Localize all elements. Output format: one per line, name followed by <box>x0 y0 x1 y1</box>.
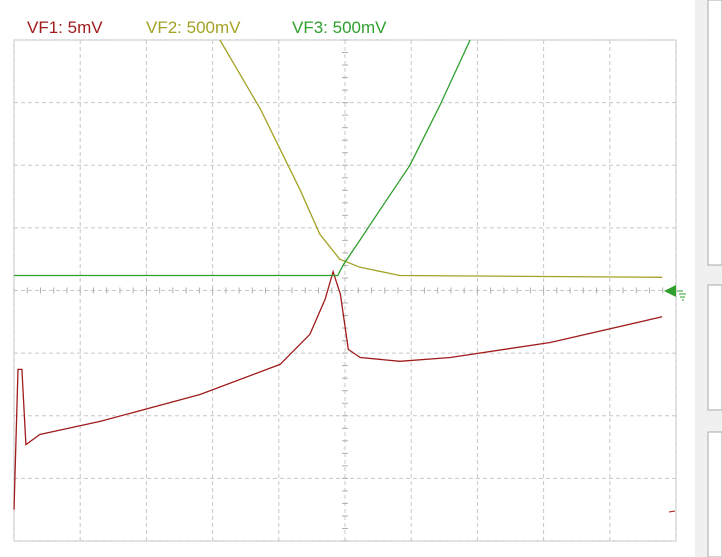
legend: VF1: 5mV VF2: 500mV VF3: 500mV <box>27 18 387 37</box>
trace <box>14 39 471 277</box>
panel-box <box>707 431 722 557</box>
legend-label: VF3: 500mV <box>292 18 387 37</box>
ground-symbol <box>677 290 686 301</box>
traces <box>13 39 663 510</box>
trace <box>13 269 663 510</box>
panel-box <box>707 284 722 411</box>
trace-marker <box>668 510 676 513</box>
trace <box>219 39 663 278</box>
legend-label: VF2: 500mV <box>146 18 241 37</box>
center-axes <box>13 39 677 542</box>
legend-label: VF1: 5mV <box>27 18 103 37</box>
panel-box <box>707 0 722 266</box>
ground-marker <box>664 285 676 297</box>
